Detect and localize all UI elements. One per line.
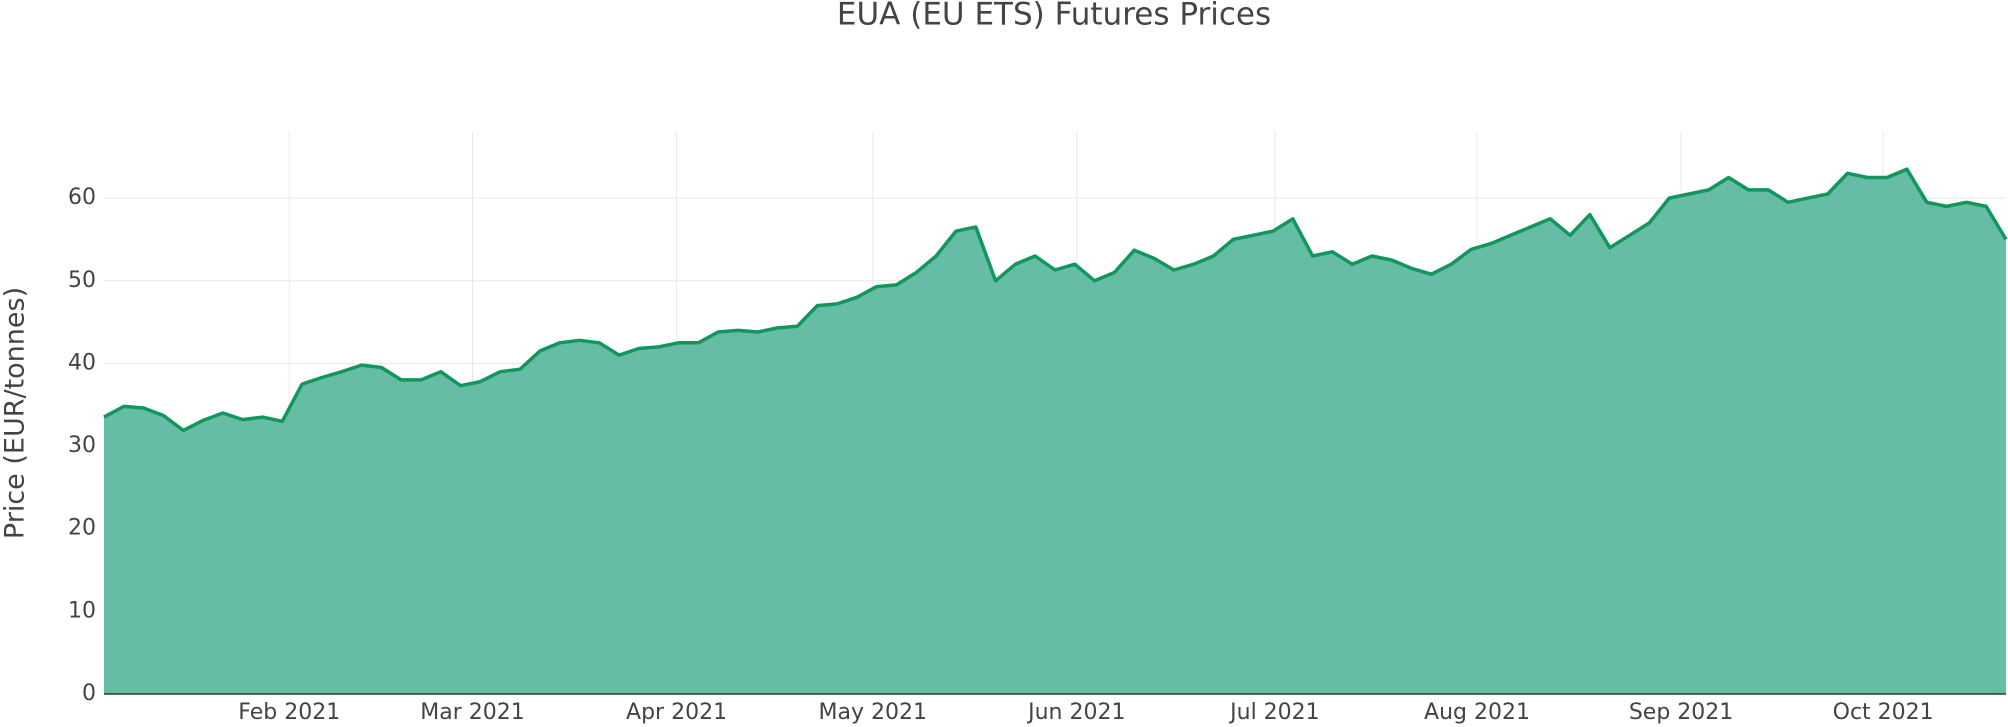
x-tick-label: Jul 2021 bbox=[1228, 700, 1320, 725]
x-tick-label: Apr 2021 bbox=[626, 700, 727, 725]
y-tick-label: 0 bbox=[82, 681, 96, 706]
y-tick-label: 50 bbox=[68, 268, 96, 293]
x-tick-label: Sep 2021 bbox=[1629, 700, 1733, 725]
y-axis-label: Price (EUR/tonnes) bbox=[0, 287, 31, 539]
chart-title: EUA (EU ETS) Futures Prices bbox=[837, 0, 1271, 33]
area-fill bbox=[104, 169, 2006, 694]
x-tick-label: Jun 2021 bbox=[1026, 700, 1125, 725]
x-tick-label: Aug 2021 bbox=[1424, 700, 1530, 725]
x-tick-label: May 2021 bbox=[818, 700, 926, 725]
y-tick-label: 30 bbox=[68, 433, 96, 458]
y-tick-label: 60 bbox=[68, 185, 96, 210]
y-tick-label: 40 bbox=[68, 350, 96, 375]
x-tick-label: Mar 2021 bbox=[420, 700, 525, 725]
x-tick-label: Feb 2021 bbox=[238, 700, 340, 725]
y-tick-label: 10 bbox=[68, 598, 96, 623]
y-tick-label: 20 bbox=[68, 516, 96, 541]
x-tick-label: Oct 2021 bbox=[1833, 700, 1934, 725]
price-line bbox=[103, 167, 2008, 433]
